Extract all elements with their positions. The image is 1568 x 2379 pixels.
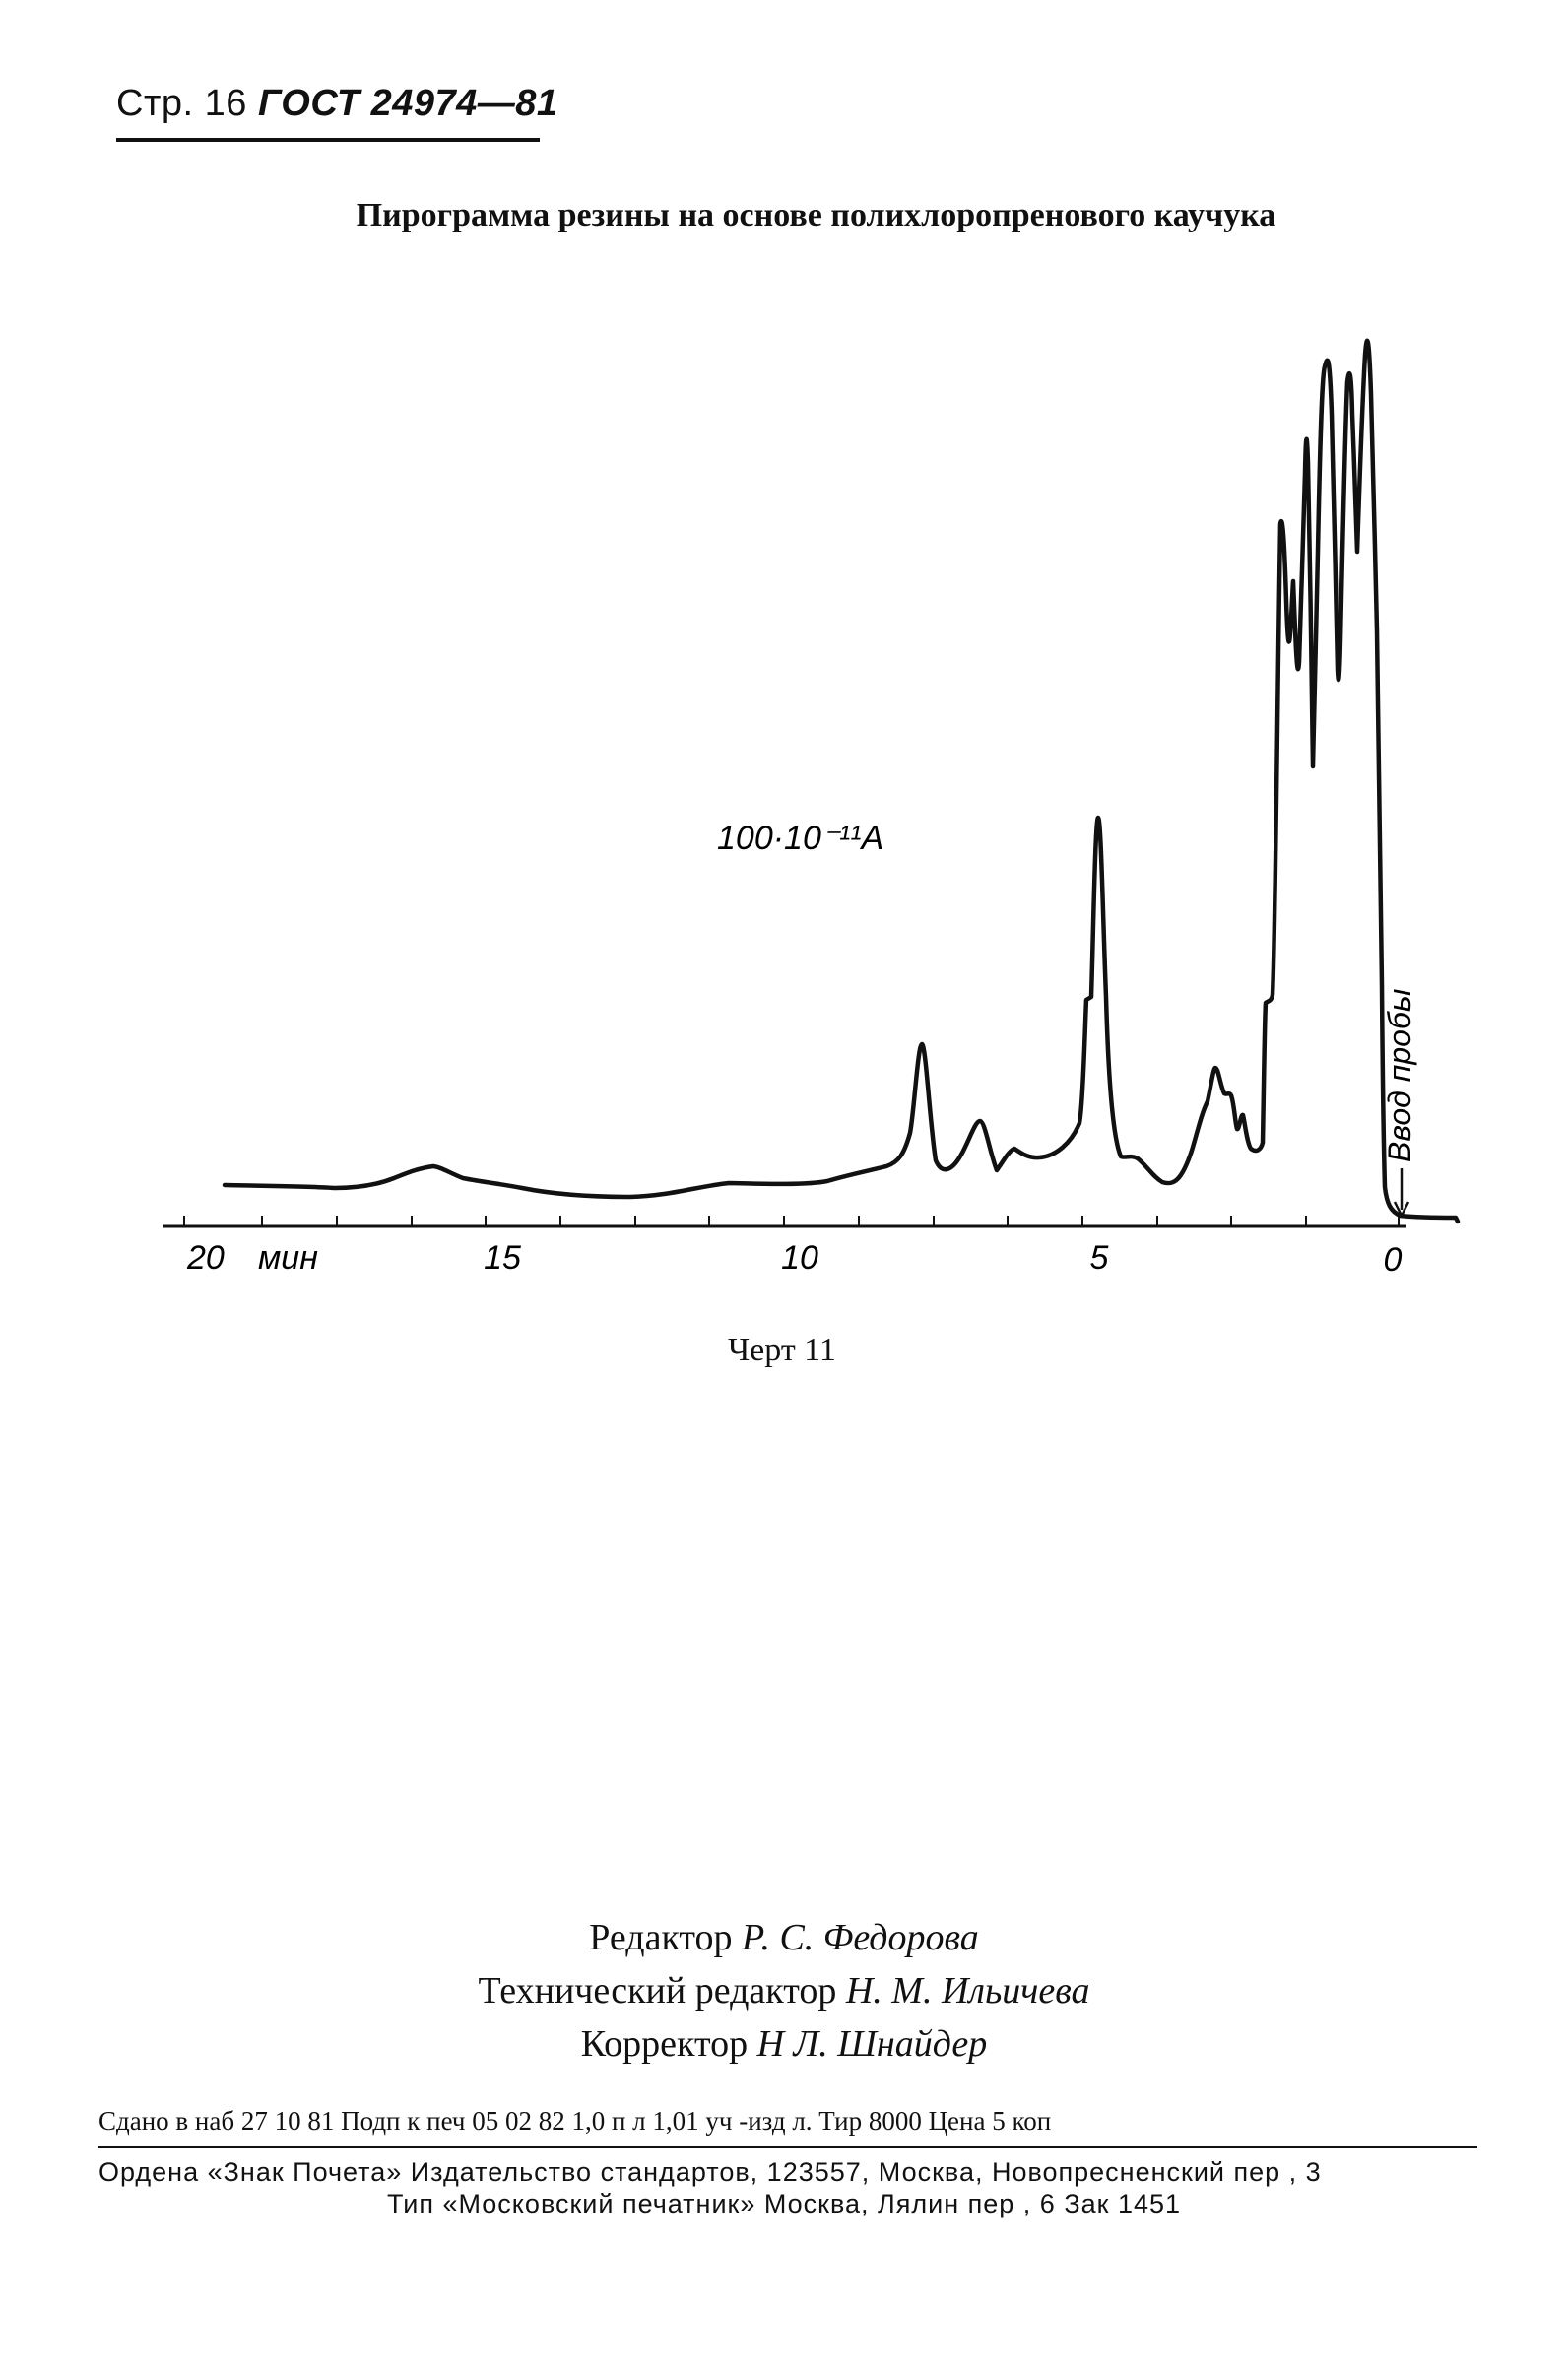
tick-label-5: 5: [1090, 1239, 1109, 1277]
figure-title: Пирограмма резины на основе полихлоропре…: [356, 197, 1276, 233]
injection-label: Ввод пробы: [1382, 989, 1417, 1162]
page-number: Стр. 16: [116, 83, 247, 124]
tick-label-10: 10: [781, 1239, 818, 1277]
credit-proofreader: Корректор Н Л. Шнайдер: [0, 2017, 1568, 2071]
credit-technical-editor: Технический редактор Н. М. Ильичева: [0, 1964, 1568, 2017]
scale-label: 100·10⁻¹¹А: [717, 820, 883, 857]
header-rule: [116, 138, 540, 142]
credit-name: Р. С. Федорова: [742, 1917, 979, 1958]
tick-label-0: 0: [1384, 1241, 1403, 1279]
pyrogram-chart: 20 мин 15 10 5 0 100·10⁻¹¹А Ввод пробы: [163, 338, 1461, 1279]
credit-name: Н. М. Ильичева: [845, 1970, 1090, 2012]
pyrogram-trace: [222, 338, 1461, 1224]
credits-block: Редактор Р. С. Федорова Технический реда…: [0, 1911, 1568, 2071]
imprint-rule: [98, 2146, 1477, 2148]
printer-line: Тип «Московский печатник» Москва, Лялин …: [386, 2189, 1182, 2218]
standard-number: ГОСТ 24974—81: [257, 83, 558, 124]
header-text: Стр. 16 ГОСТ 24974—81: [116, 83, 558, 125]
credit-role: Редактор: [589, 1917, 733, 1958]
publisher-line: Ордена «Знак Почета» Издательство станда…: [98, 2157, 1322, 2187]
print-data-line: Сдано в наб 27 10 81 Подп к печ 05 02 82…: [98, 2106, 1052, 2136]
credit-role: Корректор: [580, 2023, 749, 2065]
figure-caption: Черт 11: [728, 1332, 836, 1368]
tick-label-15: 15: [484, 1239, 521, 1277]
credit-name: Н Л. Шнайдер: [756, 2023, 988, 2065]
injection-arrowhead: [1393, 1201, 1410, 1219]
credit-role: Технический редактор: [478, 1970, 837, 2012]
tick-label-20: 20: [186, 1239, 225, 1277]
credit-editor: Редактор Р. С. Федорова: [0, 1911, 1568, 1964]
axis-unit-label: мин: [258, 1239, 318, 1277]
